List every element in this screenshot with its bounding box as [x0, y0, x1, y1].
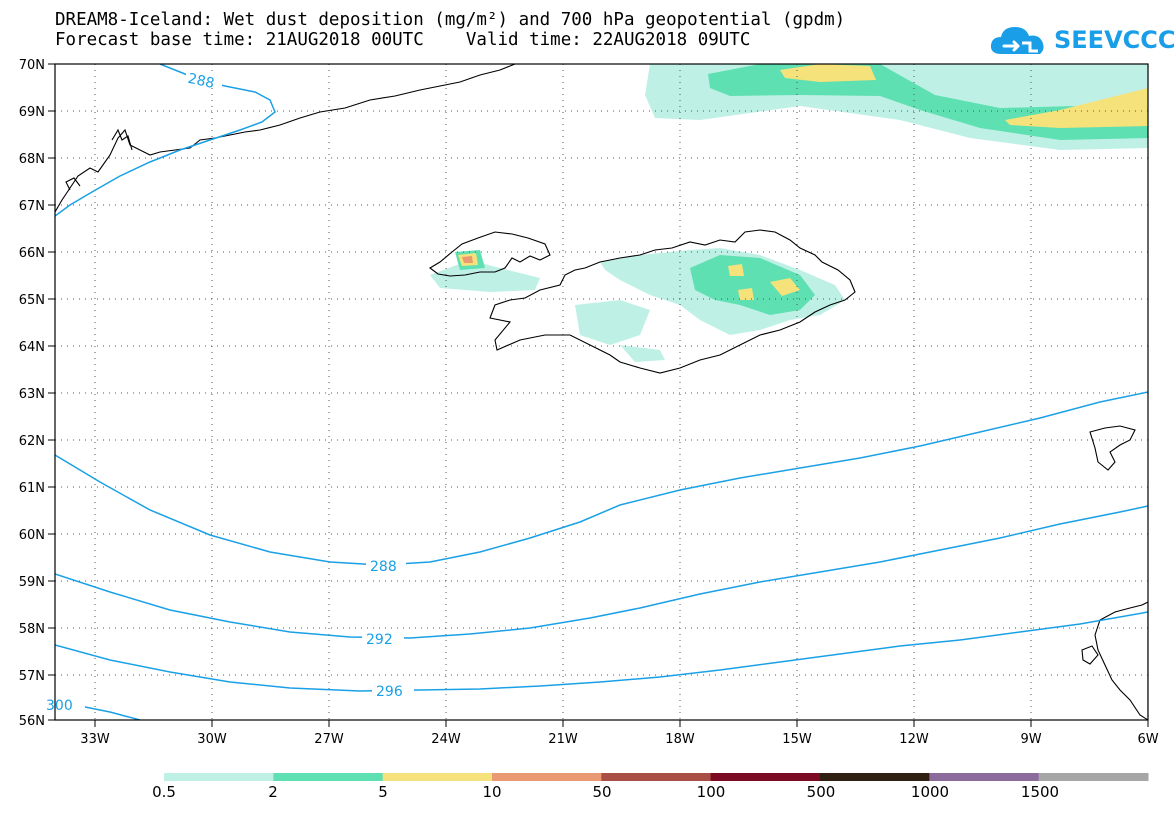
lon-label: 15W [782, 732, 812, 747]
legend-label: 100 [697, 783, 726, 801]
legend-swatch [929, 773, 1040, 781]
legend-label: 2 [268, 783, 278, 801]
dust-area-iceland-high-2 [728, 264, 744, 276]
contour-label-300: 300 [46, 698, 73, 714]
legend-swatch [710, 773, 821, 781]
dust-area-iceland-light-south [575, 300, 650, 345]
lon-label: 6W [1137, 732, 1158, 747]
cloud-icon [990, 27, 1044, 54]
geopotential-contours [55, 64, 1148, 720]
dust-area-iceland-light-south2 [620, 345, 665, 362]
contour-288-south [55, 391, 1148, 566]
longitude-labels: 33W 30W 27W 24W 21W 18W 15W 12W 9W 6W [80, 732, 1158, 747]
westfjords-coastline [429, 231, 551, 277]
lon-label: 12W [899, 732, 929, 747]
lon-label: 30W [197, 732, 227, 747]
lat-label: 65N [19, 293, 45, 308]
legend-label: 500 [807, 783, 836, 801]
dust-area-iceland-high-1 [770, 278, 800, 296]
legend-label: 10 [482, 783, 501, 801]
greenland-coastline [55, 64, 516, 213]
coastlines [55, 64, 1148, 720]
lat-label: 61N [19, 481, 45, 496]
dust-deposition-shading [430, 64, 1148, 362]
lat-label: 69N [19, 105, 45, 120]
legend-label: 50 [592, 783, 611, 801]
dust-area-iceland-high-3 [738, 288, 754, 300]
lon-label: 21W [548, 732, 578, 747]
legend-label: 5 [378, 783, 388, 801]
contour-288-north [55, 64, 276, 217]
greenland-fjord-1 [111, 128, 133, 151]
legend-swatch [820, 773, 930, 781]
lat-label: 62N [19, 434, 45, 449]
contour-label-288-south: 288 [370, 559, 397, 575]
map-frame [54, 63, 1149, 721]
contour-label-288-north: 288 [186, 71, 215, 92]
iceland-coastline [489, 229, 856, 374]
dust-area-north-high-1 [780, 64, 876, 82]
greenland-fjord-2 [65, 177, 81, 191]
legend-swatch [492, 773, 602, 781]
dust-area-north-high-2 [1005, 88, 1148, 128]
lat-label: 58N [19, 622, 45, 637]
lat-label: 66N [19, 246, 45, 261]
map-subtitle: Forecast base time: 21AUG2018 00UTC Vali… [55, 30, 751, 50]
logo-text: SEEVCCC [1054, 26, 1175, 54]
lat-label: 57N [19, 669, 45, 684]
lon-label: 27W [314, 732, 344, 747]
lon-label: 18W [665, 732, 695, 747]
lat-label: 56N [19, 714, 45, 729]
lat-label: 64N [19, 340, 45, 355]
contour-292 [55, 505, 1148, 639]
dust-area-iceland-medium [690, 255, 815, 315]
map-gridlines [55, 64, 1148, 720]
hebrides-island [1081, 645, 1099, 665]
legend-swatch [273, 773, 384, 781]
lon-label: 33W [80, 732, 110, 747]
contour-label-292: 292 [366, 632, 393, 648]
legend-labels: 0.5 2 5 10 50 100 500 1000 1500 [152, 783, 1059, 801]
legend-label: 1500 [1021, 783, 1059, 801]
contour-label-296: 296 [376, 684, 403, 700]
tick-marks [48, 63, 1149, 727]
map-title: DREAM8-Iceland: Wet dust deposition (mg/… [55, 10, 846, 30]
dust-area-iceland-light-west [430, 260, 540, 292]
lat-label: 59N [19, 575, 45, 590]
latitude-labels: 70N 69N 68N 67N 66N 65N 64N 63N 62N 61N … [19, 58, 45, 729]
legend-swatches [164, 773, 1149, 781]
contour-labels: 288 288 292 296 300 [46, 71, 414, 714]
scotland-coast-north [1089, 425, 1136, 471]
lon-label: 9W [1020, 732, 1041, 747]
legend-swatch [164, 773, 274, 781]
dust-area-westfjord-peak [462, 256, 473, 263]
legend-swatch [1038, 773, 1149, 781]
legend-label: 1000 [911, 783, 949, 801]
lon-label: 24W [431, 732, 461, 747]
lat-label: 63N [19, 387, 45, 402]
lat-label: 60N [19, 528, 45, 543]
legend-label: 0.5 [152, 783, 176, 801]
legend-swatch [382, 773, 493, 781]
lat-label: 70N [19, 58, 45, 73]
scotland-coast-south [1094, 601, 1148, 720]
legend-swatch [601, 773, 712, 781]
seevccc-logo: SEEVCCC [988, 22, 1175, 58]
lat-label: 68N [19, 152, 45, 167]
contour-296 [55, 611, 1148, 692]
lat-label: 67N [19, 199, 45, 214]
colorbar-legend: 0.5 2 5 10 50 100 500 1000 1500 [152, 773, 1149, 801]
